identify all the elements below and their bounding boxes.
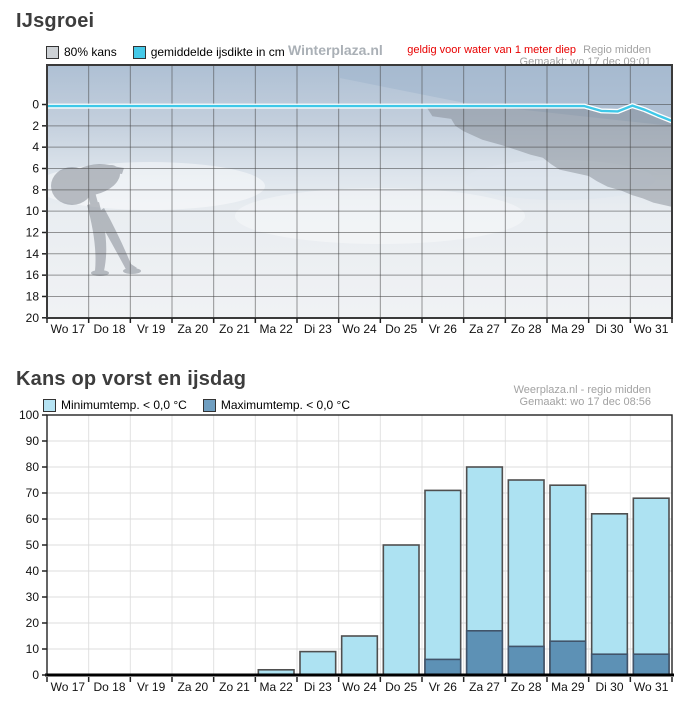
svg-text:Do 18: Do 18 [93, 322, 125, 336]
svg-text:Zo 21: Zo 21 [219, 322, 250, 336]
svg-text:Wo 31: Wo 31 [634, 680, 669, 694]
svg-text:Wo 31: Wo 31 [634, 322, 669, 336]
svg-text:Za 20: Za 20 [177, 322, 208, 336]
svg-text:Vr 19: Vr 19 [137, 680, 166, 694]
svg-text:20: 20 [26, 616, 40, 630]
frost-generated-timestamp: Gemaakt: wo 17 dec 08:56 [519, 396, 651, 408]
svg-text:Di 30: Di 30 [595, 322, 623, 336]
svg-text:Zo 28: Zo 28 [511, 680, 542, 694]
svg-text:6: 6 [32, 161, 39, 175]
frost-chance-chart: 0 10 20 30 40 50 60 70 80 90 100 Wo 17 Do 18 Vr 19 Za … [19, 408, 674, 694]
ice-chart-title: IJsgroei [16, 10, 95, 32]
ice-plot-dynamic-layer: 0 2 4 6 8 10 12 14 16 18 20 Wo 17 Do 18 Vr 19 Za 20 Zo … [26, 64, 673, 336]
svg-text:Za 27: Za 27 [469, 322, 500, 336]
svg-text:Wo 24: Wo 24 [342, 322, 377, 336]
svg-text:Wo 17: Wo 17 [51, 322, 86, 336]
svg-text:50: 50 [26, 538, 40, 552]
svg-text:Di 23: Di 23 [304, 322, 332, 336]
maximumtemp-swatch-icon [202, 398, 216, 412]
legend-label: Minimumtemp. < 0,0 °C [61, 398, 187, 412]
legend-item-80pct-kans: 80% kans [46, 45, 117, 59]
svg-text:Ma 29: Ma 29 [551, 322, 585, 336]
svg-text:Ma 22: Ma 22 [259, 322, 293, 336]
svg-text:70: 70 [26, 486, 40, 500]
svg-text:Di 30: Di 30 [595, 680, 623, 694]
svg-text:Wo 17: Wo 17 [51, 680, 86, 694]
svg-text:8: 8 [32, 183, 39, 197]
svg-text:Wo 24: Wo 24 [342, 680, 377, 694]
svg-text:12: 12 [26, 225, 40, 239]
svg-text:Ma 22: Ma 22 [259, 680, 293, 694]
svg-text:Vr 19: Vr 19 [137, 322, 166, 336]
legend-item-ijsdikte: gemiddelde ijsdikte in cm [132, 45, 285, 59]
skater-silhouette [51, 163, 141, 276]
legend-label: Maximumtemp. < 0,0 °C [220, 398, 351, 412]
svg-text:40: 40 [26, 564, 40, 578]
confidence-band-swatch-icon [46, 45, 59, 59]
frost-chart-title: Kans op vorst en ijsdag [16, 368, 247, 390]
frost-chart-legend: Minimumtemp. < 0,0 °C Maximumtemp. < 0,0… [43, 398, 366, 412]
svg-text:2: 2 [32, 119, 39, 133]
svg-text:Ma 29: Ma 29 [551, 680, 585, 694]
svg-text:Do 25: Do 25 [385, 322, 417, 336]
svg-text:Di 23: Di 23 [304, 680, 332, 694]
legend-label: gemiddelde ijsdikte in cm [150, 45, 285, 59]
svg-text:Za 27: Za 27 [469, 680, 500, 694]
svg-text:Zo 21: Zo 21 [219, 680, 250, 694]
watermark: Winterplaza.nl [288, 42, 383, 58]
svg-text:10: 10 [26, 642, 40, 656]
svg-text:14: 14 [26, 247, 40, 261]
svg-text:90: 90 [26, 434, 40, 448]
svg-text:Vr 26: Vr 26 [429, 680, 458, 694]
svg-text:4: 4 [32, 140, 39, 154]
minimumtemp-swatch-icon [43, 398, 56, 412]
svg-text:18: 18 [26, 289, 40, 303]
svg-text:10: 10 [26, 204, 40, 218]
svg-text:Vr 26: Vr 26 [429, 322, 458, 336]
svg-text:16: 16 [26, 268, 40, 282]
legend-item-minimumtemp: Minimumtemp. < 0,0 °C [43, 398, 187, 412]
svg-text:100: 100 [19, 408, 39, 422]
frost-plot-dynamic-layer: 0 10 20 30 40 50 60 70 80 90 100 Wo 17 Do 18 Vr 19 Za … [19, 408, 674, 694]
svg-text:Do 25: Do 25 [385, 680, 417, 694]
svg-text:0: 0 [32, 668, 39, 682]
svg-text:0: 0 [32, 98, 39, 112]
svg-text:80: 80 [26, 460, 40, 474]
ice-growth-chart: 0 2 4 6 8 10 12 14 16 18 20 Wo 17 Do 18 Vr 19 Za 20 Zo … [26, 64, 673, 336]
svg-text:Za 20: Za 20 [177, 680, 208, 694]
validity-notice: geldig voor water van 1 meter diep [407, 44, 576, 56]
svg-text:Do 18: Do 18 [93, 680, 125, 694]
ice-thickness-swatch-icon [132, 45, 146, 59]
svg-text:Zo 28: Zo 28 [511, 322, 542, 336]
ice-chart-legend: 80% kans gemiddelde ijsdikte in cm [46, 45, 301, 59]
legend-label: 80% kans [64, 45, 117, 59]
svg-text:20: 20 [26, 311, 40, 325]
frost-source-label: Weerplaza.nl - regio midden [513, 384, 651, 396]
region-label: Regio midden [583, 44, 651, 56]
svg-text:60: 60 [26, 512, 40, 526]
svg-text:30: 30 [26, 590, 40, 604]
legend-item-maximumtemp: Maximumtemp. < 0,0 °C [202, 398, 351, 412]
